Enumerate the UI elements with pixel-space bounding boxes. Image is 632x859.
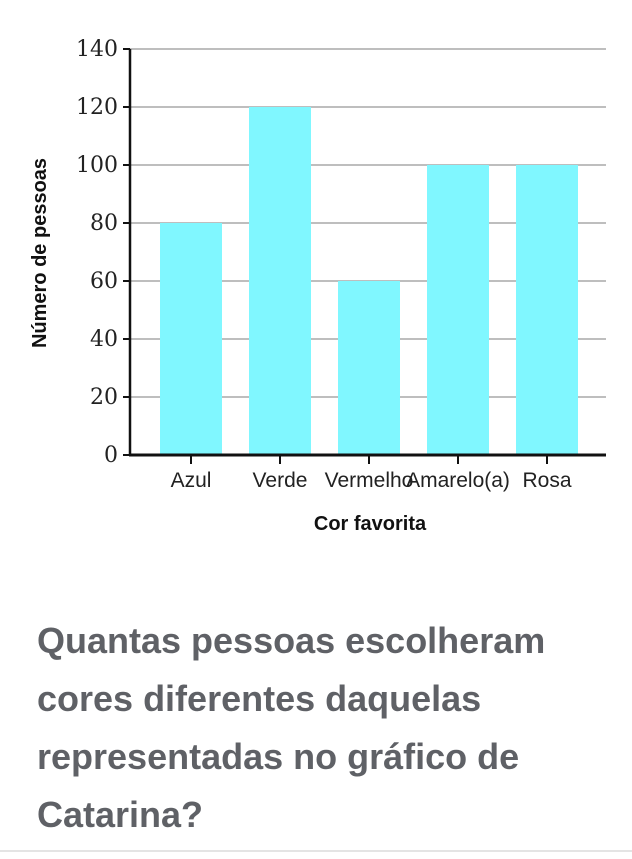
bottom-divider bbox=[0, 850, 632, 852]
y-tick-label: 140 bbox=[76, 37, 118, 62]
y-tick-label: 80 bbox=[90, 211, 118, 236]
y-tick-label: 0 bbox=[104, 443, 118, 468]
x-tick-label: Azul bbox=[171, 469, 212, 492]
x-axis-title: Cor favorita bbox=[314, 513, 427, 535]
y-tick-labels: 0 20 40 60 80 100 120 140 bbox=[76, 37, 118, 468]
bars bbox=[160, 107, 578, 455]
x-tick-label: Verde bbox=[253, 469, 308, 492]
y-tick-label: 120 bbox=[76, 95, 118, 120]
x-tick-label: Vermelho bbox=[325, 469, 414, 492]
y-axis-title: Número de pessoas bbox=[29, 158, 51, 348]
x-tick-label: Amarelo(a) bbox=[406, 469, 510, 492]
y-tick-label: 20 bbox=[90, 385, 118, 410]
y-tick-label: 40 bbox=[90, 327, 118, 352]
bar-amarelo-a bbox=[427, 165, 489, 455]
axes bbox=[123, 48, 606, 464]
x-tick-label: Rosa bbox=[522, 469, 571, 492]
bar-rosa bbox=[516, 165, 578, 455]
question-text: Quantas pessoas escolheram cores diferen… bbox=[37, 620, 546, 835]
y-tick-label: 100 bbox=[76, 153, 118, 178]
bar-azul bbox=[160, 223, 222, 455]
bar-chart: 0 20 40 60 80 100 120 140 Azul Verde VermelhoAmar… bbox=[29, 37, 606, 535]
y-tick-label: 60 bbox=[90, 269, 118, 294]
bar-vermelho bbox=[338, 281, 400, 455]
bar-verde bbox=[249, 107, 311, 455]
